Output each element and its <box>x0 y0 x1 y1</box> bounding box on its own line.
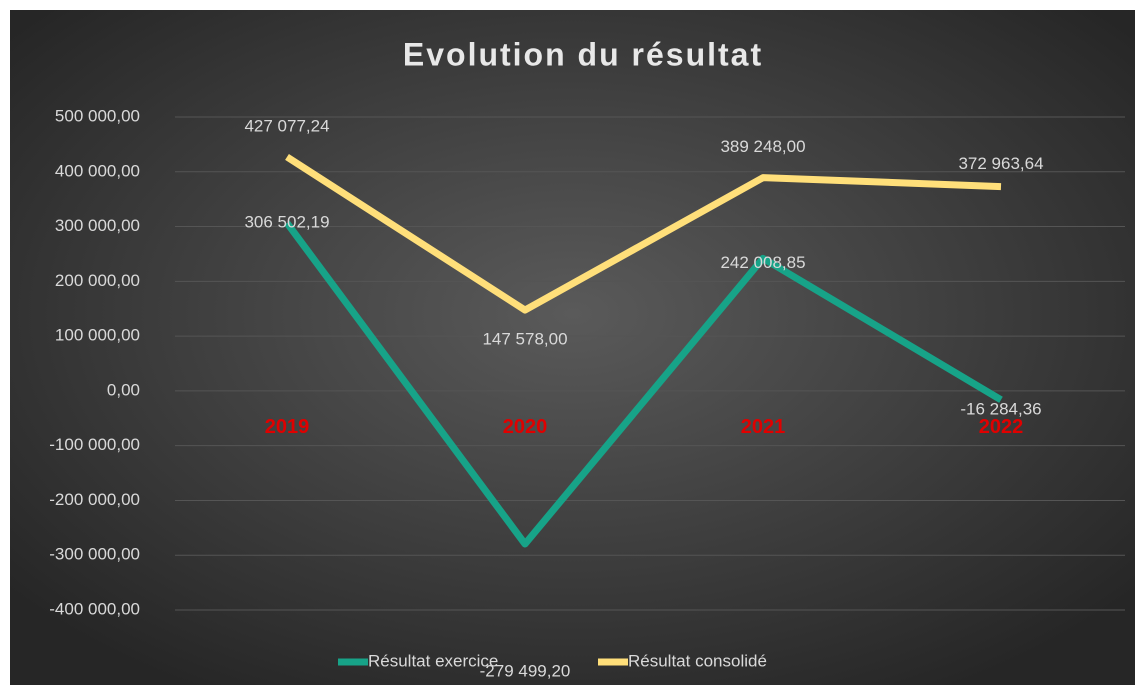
data-label: 147 578,00 <box>482 330 567 349</box>
legend-label: Résultat exercice <box>368 651 498 670</box>
data-label: 389 248,00 <box>720 137 805 156</box>
x-tick-label: 2020 <box>503 416 548 438</box>
y-tick-label: 400 000,00 <box>55 161 140 180</box>
y-tick-label: 200 000,00 <box>55 271 140 290</box>
x-tick-label: 2019 <box>265 416 310 438</box>
y-tick-label: 100 000,00 <box>55 326 140 345</box>
y-tick-label: -100 000,00 <box>49 435 140 454</box>
x-tick-label: 2022 <box>979 416 1024 438</box>
data-label: 242 008,85 <box>720 253 805 272</box>
data-label: -279 499,20 <box>480 661 571 680</box>
legend-label: Résultat consolidé <box>628 651 767 670</box>
data-label: 372 963,64 <box>958 154 1043 173</box>
y-tick-label: 500 000,00 <box>55 106 140 125</box>
y-tick-label: 0,00 <box>107 380 140 399</box>
data-label: 427 077,24 <box>244 116 329 135</box>
chart-background <box>10 10 1135 685</box>
y-tick-label: -300 000,00 <box>49 545 140 564</box>
line-series <box>285 154 1002 314</box>
y-tick-label: -200 000,00 <box>49 490 140 509</box>
data-label: 306 502,19 <box>244 212 329 231</box>
chart-title: Evolution du résultat <box>403 36 763 72</box>
y-tick-label: 300 000,00 <box>55 216 140 235</box>
line-series <box>284 220 1003 548</box>
data-label: -16 284,36 <box>960 399 1041 418</box>
y-tick-label: -400 000,00 <box>49 599 140 618</box>
x-tick-label: 2021 <box>741 416 786 438</box>
